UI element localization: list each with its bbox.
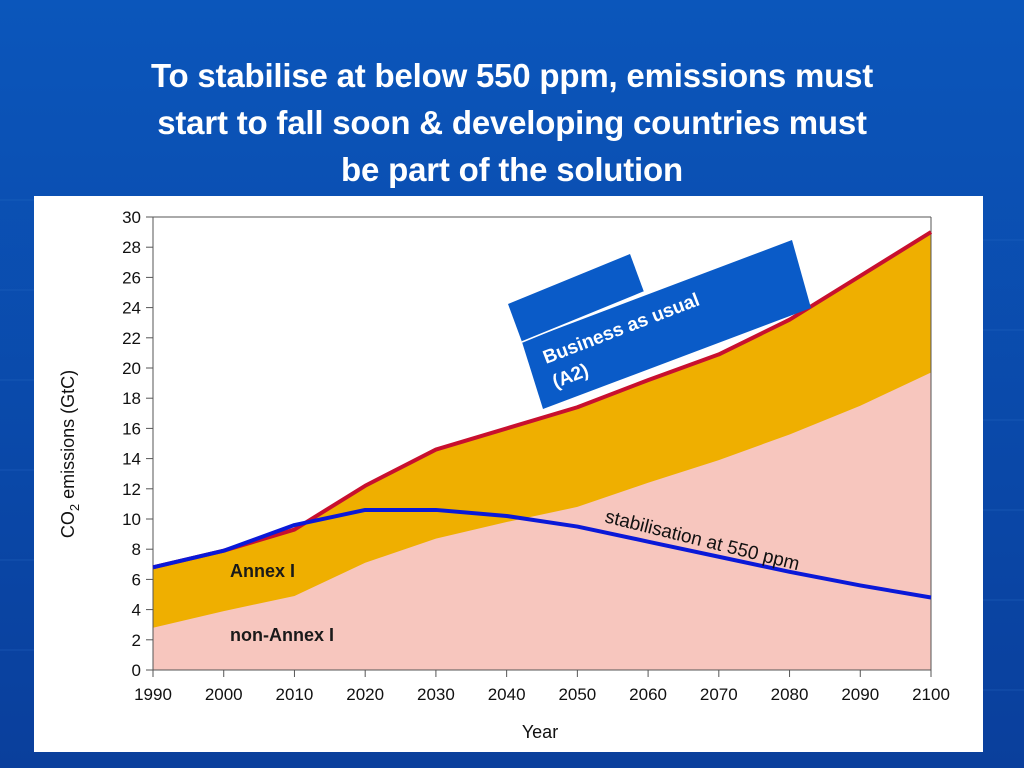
y-tick-label: 28	[122, 238, 141, 257]
y-tick-label: 26	[122, 268, 141, 287]
y-axis-title-subscript: 2	[67, 504, 82, 511]
chart-panel: 0 2 4 6 8 10 12 14 16 18 20 22 24 26 28 30 1990 2000 2010…	[34, 196, 983, 752]
x-tick-label: 2100	[912, 685, 950, 704]
y-tick-label: 8	[132, 540, 141, 559]
plot-frame	[152, 216, 932, 671]
annex-i-label: Annex I	[230, 561, 295, 581]
y-tick-label: 2	[132, 631, 141, 650]
x-tick-label: 2040	[488, 685, 526, 704]
y-tick-label: 6	[132, 570, 141, 589]
x-tick-label: 2030	[417, 685, 455, 704]
callout-box-shape	[522, 240, 811, 409]
y-axis-title-main: CO	[58, 511, 78, 538]
slide-title: To stabilise at below 550 ppm, emissions…	[40, 52, 984, 193]
y-tick-label: 12	[122, 480, 141, 499]
x-tick-label: 2080	[771, 685, 809, 704]
x-tick-label: 2000	[205, 685, 243, 704]
y-tick-label: 20	[122, 359, 141, 378]
x-tick-label: 2020	[346, 685, 384, 704]
y-tick-label: 18	[122, 389, 141, 408]
x-tick-label: 2070	[700, 685, 738, 704]
y-tick-label: 30	[122, 208, 141, 227]
y-tick-label: 4	[132, 601, 141, 620]
y-tick-label: 16	[122, 419, 141, 438]
title-line-2: start to fall soon & developing countrie…	[157, 104, 867, 141]
x-tick-label: 2090	[841, 685, 879, 704]
x-tick-label: 1990	[134, 685, 172, 704]
stabilisation-550-line	[152, 507, 932, 600]
x-ticks: 1990 2000 2010 2020 2030 2040 2050 2060 2070 2080…	[134, 670, 950, 704]
title-line-3: be part of the solution	[341, 151, 683, 188]
y-tick-label: 24	[122, 299, 141, 318]
y-tick-label: 14	[122, 450, 141, 469]
callout-divider	[521, 291, 645, 343]
y-tick-label: 0	[132, 661, 141, 680]
x-tick-label: 2010	[276, 685, 314, 704]
x-tick-label: 2060	[629, 685, 667, 704]
non-annex-i-label: non-Annex I	[230, 625, 334, 645]
callout-tab-shape	[508, 254, 644, 342]
y-tick-label: 10	[122, 510, 141, 529]
y-axis-title-suffix: emissions (GtC)	[58, 370, 78, 504]
business-as-usual-line	[152, 230, 933, 570]
x-tick-label: 2050	[558, 685, 596, 704]
y-axis-title: CO2 emissions (GtC)	[58, 370, 82, 538]
x-axis-title: Year	[522, 722, 558, 742]
title-line-1: To stabilise at below 550 ppm, emissions…	[150, 57, 874, 94]
y-tick-label: 22	[122, 329, 141, 348]
